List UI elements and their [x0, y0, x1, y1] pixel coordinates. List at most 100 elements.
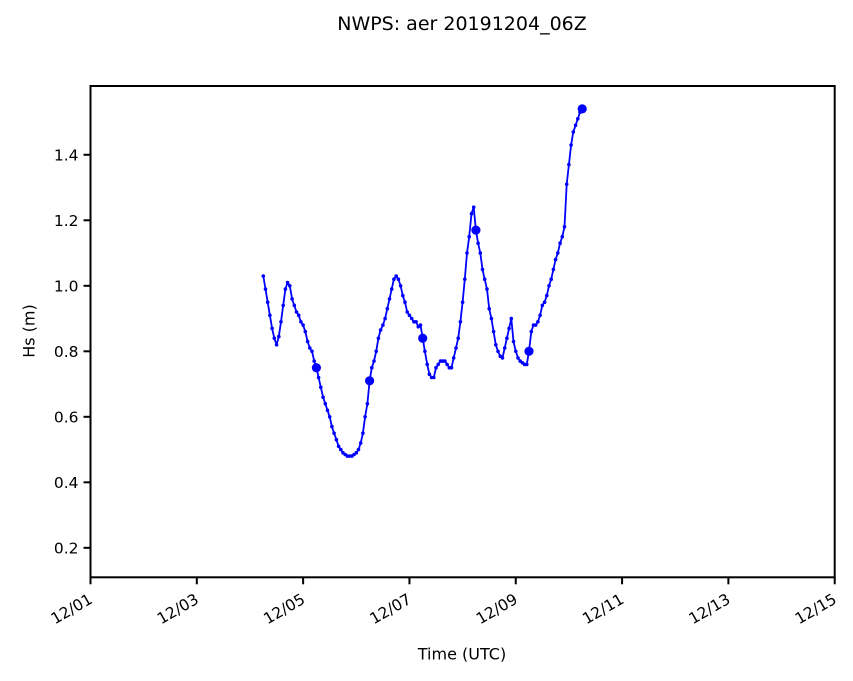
data-point-marker — [403, 300, 407, 305]
data-point-marker — [396, 277, 401, 282]
data-point-marker — [358, 441, 363, 445]
data-point-marker — [553, 257, 558, 262]
data-point-marker — [542, 300, 547, 305]
x-tick-label: 12/07 — [367, 590, 415, 628]
data-point-marker — [476, 241, 480, 245]
data-point-marker — [321, 395, 325, 400]
data-point-marker — [460, 300, 465, 305]
data-point-marker — [443, 359, 447, 363]
data-point-marker — [414, 320, 418, 324]
chart-title: NWPS: aer 20191204_06Z — [337, 13, 587, 35]
data-point-marker — [536, 320, 540, 324]
data-point-marker — [327, 415, 332, 419]
daily-06z-marker — [471, 225, 481, 235]
data-point-marker — [529, 329, 534, 334]
data-point-marker — [356, 447, 361, 452]
data-point-marker — [374, 349, 379, 354]
data-point-marker — [449, 365, 454, 370]
data-point-marker — [491, 329, 496, 334]
x-tick-label: 12/15 — [792, 590, 840, 628]
y-tick-label: 0.6 — [54, 408, 79, 426]
data-point-marker — [332, 431, 336, 436]
data-point-marker — [325, 408, 330, 413]
data-point-marker — [330, 424, 334, 429]
data-point-marker — [511, 339, 516, 344]
data-point-marker — [509, 316, 514, 321]
data-point-marker — [487, 306, 492, 311]
data-point-marker — [500, 356, 505, 360]
data-point-marker — [569, 143, 573, 147]
data-point-marker — [372, 359, 376, 363]
daily-06z-marker — [365, 376, 375, 386]
data-point-marker — [361, 431, 365, 436]
data-point-marker — [268, 313, 272, 318]
data-point-marker — [296, 313, 301, 318]
data-point-marker — [454, 346, 458, 350]
data-point-marker — [365, 401, 370, 406]
data-point-marker — [480, 267, 485, 272]
data-point-marker — [423, 349, 427, 354]
data-point-marker — [545, 293, 549, 298]
data-point-marker — [301, 323, 305, 327]
data-point-marker — [571, 130, 576, 134]
data-point-marker — [445, 362, 449, 367]
data-point-marker — [549, 277, 553, 282]
data-point-marker — [308, 346, 312, 350]
x-tick-label: 12/03 — [154, 590, 202, 628]
data-point-marker — [478, 251, 483, 255]
plot-frame — [89, 85, 836, 579]
data-point-marker — [381, 323, 385, 327]
daily-06z-marker — [418, 333, 428, 343]
data-point-marker — [401, 293, 405, 298]
data-point-marker — [389, 287, 394, 291]
data-point-marker — [502, 346, 507, 350]
data-point-marker — [288, 284, 292, 288]
data-point-marker — [562, 225, 567, 229]
data-point-marker — [489, 316, 494, 321]
data-point-marker — [465, 251, 469, 255]
data-point-marker — [409, 316, 414, 321]
x-tick-label: 12/01 — [48, 590, 96, 628]
data-point-marker — [507, 326, 511, 331]
data-point-marker — [471, 205, 476, 209]
data-point-marker — [376, 336, 381, 341]
data-point-marker — [261, 274, 266, 278]
data-point-marker — [573, 123, 578, 128]
x-tick-label: 12/05 — [260, 590, 308, 628]
data-point-marker — [339, 447, 343, 452]
data-point-marker — [279, 320, 283, 324]
data-point-marker — [516, 356, 520, 360]
data-point-marker — [407, 313, 412, 318]
data-point-marker — [354, 451, 359, 455]
data-point-marker — [458, 320, 463, 324]
data-point-marker — [576, 117, 580, 121]
data-point-marker — [383, 316, 387, 321]
data-point-marker — [281, 303, 286, 308]
data-point-marker — [463, 277, 467, 282]
daily-06z-marker — [311, 363, 321, 373]
y-tick-label: 1.4 — [54, 146, 79, 164]
data-point-marker — [312, 359, 317, 363]
data-point-marker — [547, 284, 551, 288]
data-point-marker — [469, 211, 474, 216]
data-point-marker — [496, 349, 500, 354]
data-point-marker — [303, 329, 308, 334]
data-point-marker — [551, 267, 556, 272]
data-point-marker — [533, 323, 538, 327]
data-point-marker — [334, 437, 339, 442]
data-point-marker — [299, 320, 303, 324]
daily-06z-marker — [524, 346, 534, 356]
data-point-marker — [434, 365, 438, 370]
y-tick-label: 0.8 — [54, 343, 79, 361]
data-point-marker — [310, 349, 314, 354]
data-point-marker — [323, 401, 328, 406]
data-point-marker — [263, 287, 268, 291]
data-point-marker — [514, 349, 518, 354]
data-point-marker — [456, 336, 461, 341]
x-axis-label: Time (UTC) — [417, 644, 507, 664]
x-tick-label: 12/09 — [473, 590, 521, 628]
data-point-marker — [392, 277, 396, 282]
data-point-marker — [485, 287, 489, 291]
